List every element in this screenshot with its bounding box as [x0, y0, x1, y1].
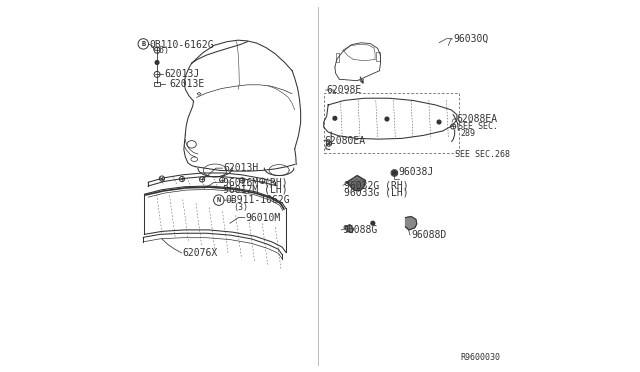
Text: 62013J: 62013J: [164, 70, 200, 79]
Text: 62013H: 62013H: [223, 163, 259, 173]
Polygon shape: [406, 217, 417, 230]
Text: 96016M (RH): 96016M (RH): [223, 177, 288, 187]
Text: 0B911-1062G: 0B911-1062G: [225, 195, 290, 205]
Bar: [324, 93, 459, 153]
Circle shape: [385, 117, 389, 121]
Text: 96088D: 96088D: [411, 230, 446, 240]
Text: 62088EA: 62088EA: [456, 114, 497, 124]
Circle shape: [333, 116, 337, 120]
Text: SEE SEC.268: SEE SEC.268: [454, 150, 509, 159]
Bar: [376, 52, 380, 61]
Text: 96038J: 96038J: [399, 167, 434, 177]
Bar: [335, 53, 339, 62]
Text: 96088G: 96088G: [342, 225, 378, 235]
Text: 96033G (LH): 96033G (LH): [344, 188, 409, 198]
Text: R9600030: R9600030: [460, 353, 500, 362]
Text: (6): (6): [154, 46, 170, 55]
Text: 96010M: 96010M: [246, 213, 281, 222]
Text: 62076X: 62076X: [182, 248, 218, 258]
Polygon shape: [347, 176, 365, 190]
Text: SEE SEC.: SEE SEC.: [458, 122, 498, 131]
Text: 62013E: 62013E: [170, 79, 205, 89]
Circle shape: [437, 120, 441, 124]
Text: 289: 289: [461, 129, 476, 138]
Text: 0B110-6162G: 0B110-6162G: [150, 40, 214, 49]
Text: B: B: [141, 41, 145, 47]
Text: (3): (3): [234, 203, 249, 212]
Circle shape: [392, 171, 397, 175]
Text: 96032G (RH): 96032G (RH): [344, 180, 409, 190]
Circle shape: [156, 61, 159, 64]
Circle shape: [371, 221, 374, 225]
Text: 62098E: 62098E: [326, 85, 362, 95]
Text: N: N: [217, 197, 221, 203]
Text: 62080EA: 62080EA: [325, 136, 366, 145]
Polygon shape: [346, 225, 353, 232]
Text: 96017M (LH): 96017M (LH): [223, 185, 288, 195]
Text: 96030Q: 96030Q: [453, 34, 488, 44]
Bar: [154, 82, 159, 86]
